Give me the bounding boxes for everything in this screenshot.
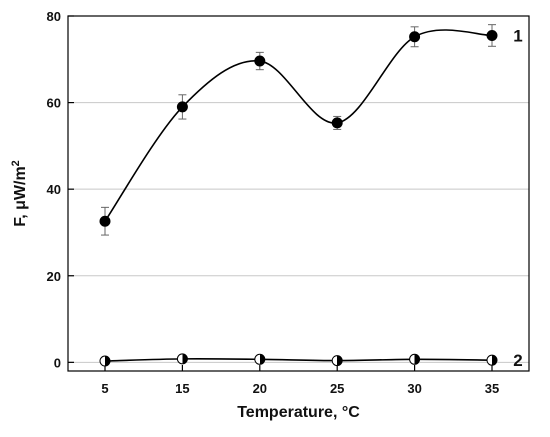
y-tick-label: 20 [47, 269, 61, 284]
data-point [99, 215, 111, 227]
series-label: 1 [513, 26, 522, 45]
data-point [409, 31, 421, 43]
x-tick-label: 5 [101, 381, 108, 396]
y-tick-label: 80 [47, 9, 61, 24]
data-point [176, 101, 188, 113]
y-tick-label: 0 [54, 355, 61, 370]
y-tick-label: 60 [47, 96, 61, 111]
series-1: 1 [99, 24, 523, 236]
data-point [486, 29, 498, 41]
data-point [254, 353, 266, 365]
y-tick-label: 40 [47, 182, 61, 197]
x-tick-label: 25 [330, 381, 344, 396]
plot-frame [67, 15, 530, 372]
y-axis-title: F, μW/m2 [10, 160, 29, 227]
series-line [104, 357, 493, 362]
series-2: 2 [99, 351, 523, 370]
y-axis-title-superscript: 2 [10, 160, 22, 166]
data-point [331, 355, 343, 367]
series-label: 2 [513, 351, 522, 370]
data-point [486, 354, 498, 366]
grid-lines [68, 15, 529, 363]
series-line [104, 29, 493, 222]
series-layer: 12 [99, 24, 523, 370]
data-point [409, 353, 421, 365]
x-axis-ticks: 5 15 20 25 30 35 [101, 365, 499, 396]
data-point [176, 353, 188, 365]
data-point [99, 355, 111, 367]
y-axis-ticks: 0 20 40 60 80 [47, 9, 74, 370]
x-tick-label: 20 [253, 381, 267, 396]
y-axis-title-main: F, μW/m [12, 166, 29, 226]
x-tick-label: 15 [175, 381, 189, 396]
x-axis-title: Temperature, °C [237, 404, 360, 421]
x-tick-label: 30 [407, 381, 421, 396]
data-point [254, 55, 266, 67]
data-point [331, 117, 343, 129]
x-tick-label: 35 [485, 381, 499, 396]
